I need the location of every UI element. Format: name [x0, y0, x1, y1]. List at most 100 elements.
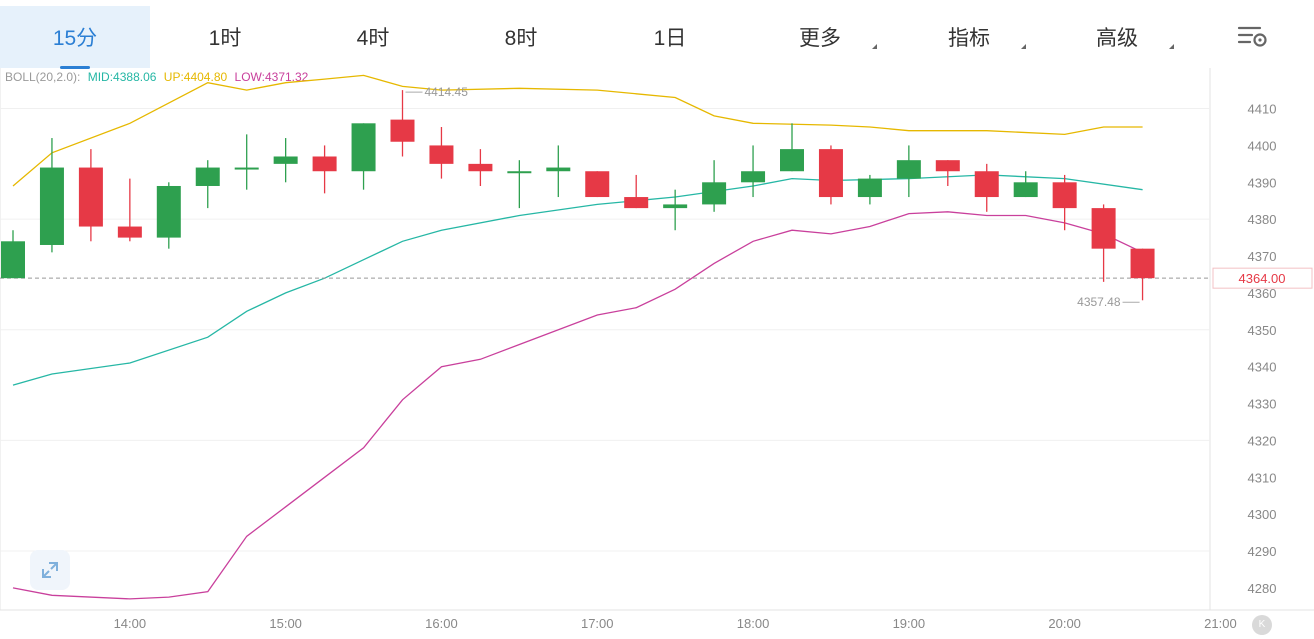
high-annotation-label: 4414.45: [425, 85, 469, 99]
y-tick-label: 4400: [1248, 138, 1277, 153]
boll-mid-band-line: [12, 174, 1143, 386]
candle: [78, 149, 103, 242]
candle-body: [741, 171, 766, 183]
candle: [468, 149, 493, 186]
candle: [702, 160, 727, 212]
y-tick-label: 4320: [1248, 433, 1277, 448]
expand-arrows-icon[interactable]: [30, 550, 70, 590]
boll-up: UP:4404.80: [163, 70, 228, 84]
candle-body: [156, 185, 181, 238]
candle: [585, 171, 610, 198]
boll-indicator-legend: BOLL(20,2.0): MID:4388.06 UP:4404.80 LOW…: [5, 70, 312, 84]
y-tick-label: 4390: [1248, 175, 1277, 190]
candle: [507, 160, 532, 209]
low-annotation-label: 4357.48: [1077, 295, 1121, 309]
candle-body: [1052, 182, 1077, 209]
candle: [624, 174, 649, 209]
candle-body: [780, 149, 804, 172]
y-tick-label: 4410: [1248, 102, 1277, 117]
candle: [156, 182, 181, 249]
candle: [39, 138, 64, 253]
candle-body: [1091, 208, 1116, 249]
tab-8[interactable]: 高级: [1042, 6, 1192, 68]
x-tick-label: 16:00: [425, 616, 458, 631]
tab-label: 更多: [799, 27, 841, 50]
candle-body: [390, 119, 415, 142]
chart-settings-glyph: [1237, 26, 1267, 47]
candle-body: [1130, 248, 1155, 279]
dropdown-triangle-icon: [872, 44, 877, 49]
x-tick-label: 21:00: [1204, 616, 1237, 631]
candle-body: [39, 167, 64, 245]
candle-body: [663, 204, 688, 209]
current-price-box: [1212, 267, 1313, 289]
candle-body: [429, 145, 454, 164]
candle: [780, 123, 804, 172]
tab-1[interactable]: 15分: [0, 6, 150, 69]
candle: [273, 138, 298, 183]
k-badge[interactable]: K: [1252, 615, 1272, 635]
y-tick-label: 4310: [1248, 470, 1277, 485]
candle: [935, 160, 960, 186]
candle: [741, 145, 766, 198]
candle-body: [351, 123, 376, 172]
boll-mid: MID:4388.06: [87, 70, 157, 84]
x-tick-label: 18:00: [737, 616, 770, 631]
candle: [1091, 204, 1116, 282]
chart-settings-icon[interactable]: [1236, 24, 1270, 50]
tab-label: 指标: [948, 27, 990, 50]
tab-3[interactable]: 4时: [298, 6, 448, 68]
candle-body: [117, 226, 142, 238]
candle-body: [896, 160, 921, 179]
candle: [312, 145, 337, 194]
candle: [896, 145, 921, 198]
expand-arrows-glyph: [42, 562, 58, 578]
tab-7[interactable]: 指标: [894, 6, 1044, 68]
candle-body: [195, 167, 220, 186]
candle-body: [468, 163, 493, 172]
tab-label: 4时: [356, 27, 390, 50]
x-tick-label: 15:00: [269, 616, 302, 631]
y-tick-label: 4300: [1248, 507, 1277, 522]
candle: [390, 90, 415, 157]
candle: [546, 145, 571, 198]
boll-lower-band-line: [12, 211, 1143, 600]
candle-body: [624, 197, 649, 209]
candle-body: [312, 156, 337, 172]
boll-low: LOW:4371.32: [234, 70, 309, 84]
candle-body: [702, 182, 727, 205]
y-tick-label: 4330: [1248, 397, 1277, 412]
candle-body: [273, 156, 298, 164]
candle-body: [1, 241, 25, 279]
tab-label: 15分: [52, 27, 98, 50]
boll-name: BOLL(20,2.0):: [5, 70, 81, 84]
y-tick-label: 4290: [1248, 544, 1277, 559]
tab-4[interactable]: 8时: [446, 6, 596, 68]
y-tick-label: 4340: [1248, 360, 1277, 375]
tab-6[interactable]: 更多: [745, 6, 895, 68]
timeframe-tabs: 15分 1时 4时 8时 1日 更多 指标 高级: [0, 0, 1314, 69]
candle-body: [1013, 182, 1038, 198]
candle: [195, 160, 220, 209]
candle-body: [818, 149, 843, 198]
candle: [974, 163, 999, 212]
y-tick-label: 4360: [1248, 286, 1277, 301]
candle: [1, 230, 25, 279]
dropdown-triangle-icon: [1021, 44, 1026, 49]
candle: [1130, 248, 1155, 301]
dropdown-triangle-icon: [1169, 44, 1174, 49]
candle: [1013, 171, 1038, 198]
tab-label: 1时: [208, 27, 242, 50]
candle-body: [935, 160, 960, 172]
tab-label: 8时: [504, 27, 538, 50]
tab-5[interactable]: 1日: [595, 6, 745, 68]
y-tick-label: 4380: [1248, 212, 1277, 227]
candle: [818, 145, 843, 205]
candle-body: [546, 167, 571, 172]
tab-label: 高级: [1096, 27, 1138, 50]
tab-2[interactable]: 1时: [150, 6, 300, 68]
y-tick-label: 4370: [1248, 249, 1277, 264]
x-tick-label: 17:00: [581, 616, 614, 631]
candle-body: [507, 171, 532, 174]
